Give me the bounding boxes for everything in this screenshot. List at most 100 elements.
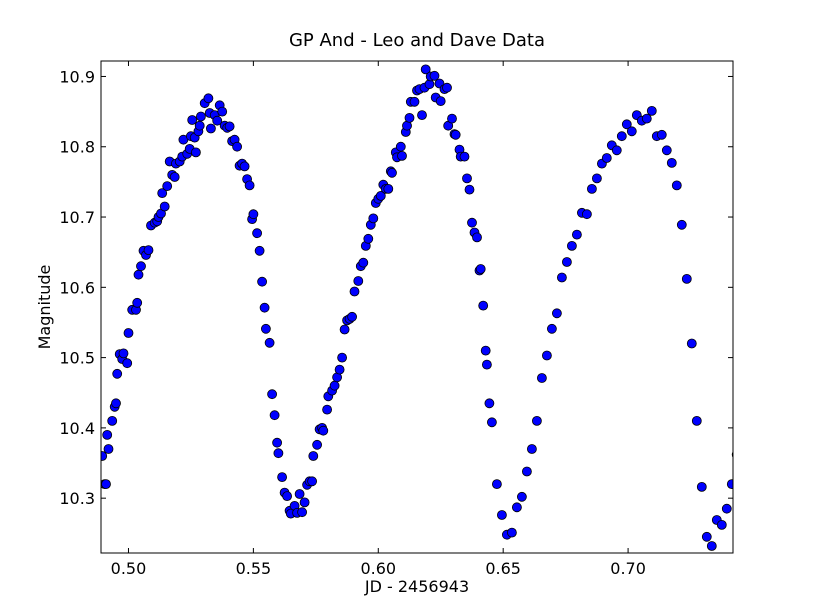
data-point	[187, 115, 198, 125]
x-axis-ticks: 0.50 0.55 0.60 0.65 0.70	[111, 61, 646, 578]
data-point	[626, 126, 637, 137]
data-point	[462, 173, 472, 184]
data-point	[611, 145, 622, 156]
data-point	[159, 201, 170, 212]
data-point	[337, 352, 348, 363]
data-point	[217, 106, 228, 117]
y-tick-label: 10.9	[59, 67, 95, 86]
data-point	[132, 297, 143, 308]
data-point	[122, 358, 133, 369]
y-axis-ticks: 10.3 10.4 10.5 10.6 10.7 10.8 10.9	[59, 67, 733, 508]
data-point	[339, 324, 350, 335]
data-point	[103, 444, 114, 454]
y-tick-label: 10.4	[59, 419, 95, 438]
data-point	[257, 276, 268, 287]
data-point	[691, 415, 702, 426]
data-point	[404, 113, 415, 123]
data-point	[297, 507, 308, 518]
data-point	[681, 273, 692, 284]
data-point	[102, 429, 113, 440]
data-point	[162, 181, 173, 192]
data-point	[486, 417, 497, 428]
data-point	[491, 479, 502, 490]
data-point	[512, 502, 522, 513]
y-tick-label: 10.5	[59, 349, 95, 368]
data-point	[169, 172, 180, 182]
data-point	[567, 240, 577, 251]
data-point	[646, 106, 657, 116]
data-point	[435, 96, 446, 106]
data-point	[467, 217, 477, 228]
data-point	[353, 276, 364, 286]
data-point	[277, 472, 288, 483]
data-point	[299, 497, 310, 508]
data-point	[582, 209, 592, 220]
data-point	[212, 115, 223, 126]
data-point	[368, 213, 379, 224]
y-tick-label: 10.6	[59, 278, 95, 297]
data-point	[701, 531, 712, 542]
data-point	[480, 345, 491, 356]
data-point	[517, 491, 527, 502]
data-point	[417, 110, 427, 120]
data-points	[101, 64, 733, 551]
data-point	[334, 364, 345, 375]
data-point	[459, 151, 470, 162]
data-point	[621, 119, 632, 130]
data-point	[387, 167, 397, 178]
data-point	[562, 257, 572, 267]
data-point	[726, 479, 733, 489]
chart-title: GP And - Leo and Dave Data	[289, 30, 545, 51]
data-point	[481, 359, 492, 370]
x-tick-label: 0.70	[610, 559, 646, 578]
y-tick-label: 10.8	[59, 138, 95, 157]
data-point	[239, 161, 250, 172]
data-point	[282, 491, 293, 502]
data-point	[107, 415, 118, 426]
data-point	[397, 150, 407, 161]
data-point	[478, 300, 489, 311]
x-axis-label: JD - 2456943	[364, 577, 469, 596]
data-point	[260, 323, 271, 334]
data-point	[375, 190, 386, 201]
data-point	[522, 466, 532, 477]
data-point	[552, 308, 562, 319]
y-tick-label: 10.7	[59, 208, 95, 227]
data-point	[542, 350, 552, 361]
x-tick-label: 0.65	[485, 559, 521, 578]
data-point	[706, 541, 717, 551]
data-point	[264, 337, 275, 348]
data-point	[656, 129, 667, 140]
data-point	[101, 451, 108, 461]
data-point	[248, 209, 259, 220]
data-point	[190, 147, 201, 158]
data-point	[143, 245, 154, 256]
data-point	[601, 153, 612, 163]
data-point	[696, 481, 707, 492]
data-point	[532, 415, 542, 426]
data-point	[527, 444, 537, 454]
data-point	[442, 82, 452, 93]
data-point	[329, 380, 340, 391]
data-point	[671, 180, 682, 191]
data-point	[572, 229, 582, 240]
data-point	[716, 520, 727, 530]
data-point	[101, 479, 111, 490]
data-point	[252, 228, 263, 239]
data-point	[420, 64, 431, 75]
data-point	[267, 389, 278, 400]
data-point	[676, 219, 687, 230]
data-point	[475, 264, 486, 274]
data-point	[194, 120, 205, 131]
data-point	[244, 180, 255, 191]
data-point	[312, 439, 323, 450]
data-point	[450, 129, 461, 140]
y-axis-label: Magnitude	[35, 265, 54, 350]
data-point	[203, 93, 214, 104]
data-point	[641, 113, 652, 124]
data-point	[322, 404, 333, 415]
data-point	[195, 111, 206, 122]
x-tick-label: 0.60	[360, 559, 396, 578]
data-point	[537, 373, 547, 383]
